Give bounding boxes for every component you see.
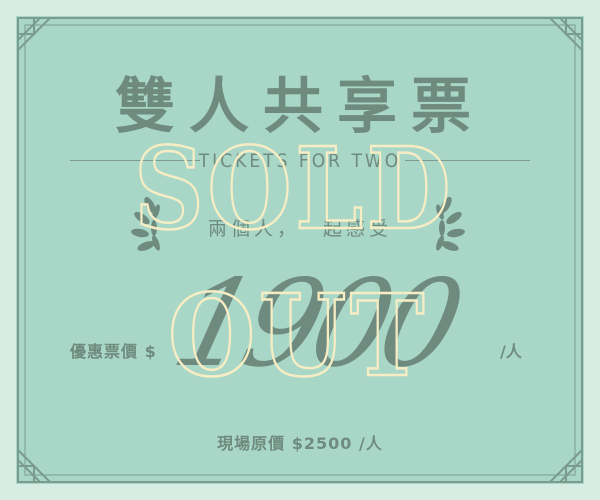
ticket-tagline: 兩個人，一起感受 xyxy=(207,218,392,240)
ticket-subtitle: TICKETS FOR TWO xyxy=(198,150,402,172)
corner-ornament-top-left xyxy=(17,17,51,51)
ticket-card xyxy=(16,16,584,484)
corner-ornament-top-right xyxy=(549,17,583,51)
promo-price-label: 優惠票價 $ xyxy=(70,342,157,361)
rule-left xyxy=(70,160,200,161)
onsite-price: 現場原價 $2500 /人 xyxy=(217,434,383,453)
laurel-left-icon xyxy=(131,196,160,251)
laurel-right-icon xyxy=(436,196,465,251)
promo-price-value: 1900 xyxy=(160,255,469,394)
ticket-title: 雙人共享票 xyxy=(115,72,485,142)
corner-ornament-bottom-right xyxy=(549,449,583,483)
corner-ornament-bottom-left xyxy=(17,449,51,483)
rule-right xyxy=(405,160,530,161)
promo-price-unit: /人 xyxy=(500,342,522,361)
